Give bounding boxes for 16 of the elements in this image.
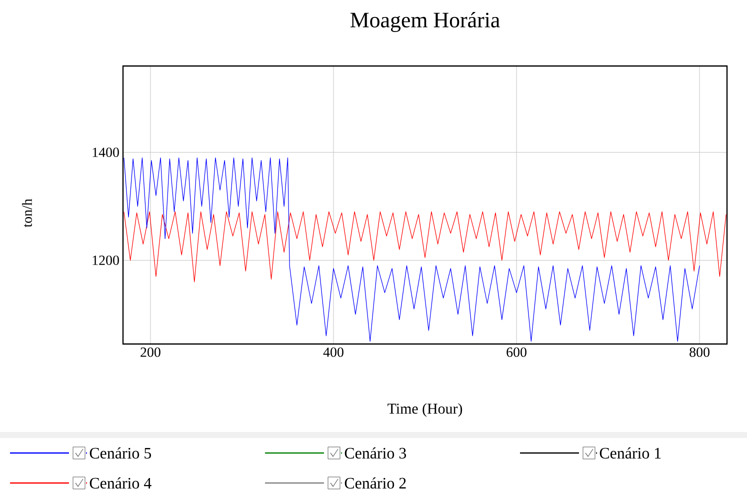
x-tick-label: 600 — [506, 348, 526, 357]
legend-label: Cenário 2 — [344, 477, 406, 489]
legend-label: Cenário 5 — [90, 447, 151, 459]
y-tick-label: 1200 — [92, 256, 119, 266]
y-tick-label: 1400 — [92, 148, 119, 158]
chart-title: Moagem Horária — [350, 12, 500, 32]
line-series — [124, 157, 700, 342]
x-tick-label: 800 — [690, 348, 710, 357]
line-series — [124, 211, 726, 282]
x-tick-label: 400 — [323, 348, 344, 357]
y-axis-title: ton/h — [22, 198, 32, 228]
x-axis-title: Time (Hour) — [388, 403, 462, 417]
legend-label: Cenário 4 — [90, 477, 152, 489]
legend-label: Cenário 1 — [600, 447, 661, 459]
legend-label: Cenário 3 — [344, 447, 406, 459]
x-tick-label: 200 — [140, 348, 160, 357]
